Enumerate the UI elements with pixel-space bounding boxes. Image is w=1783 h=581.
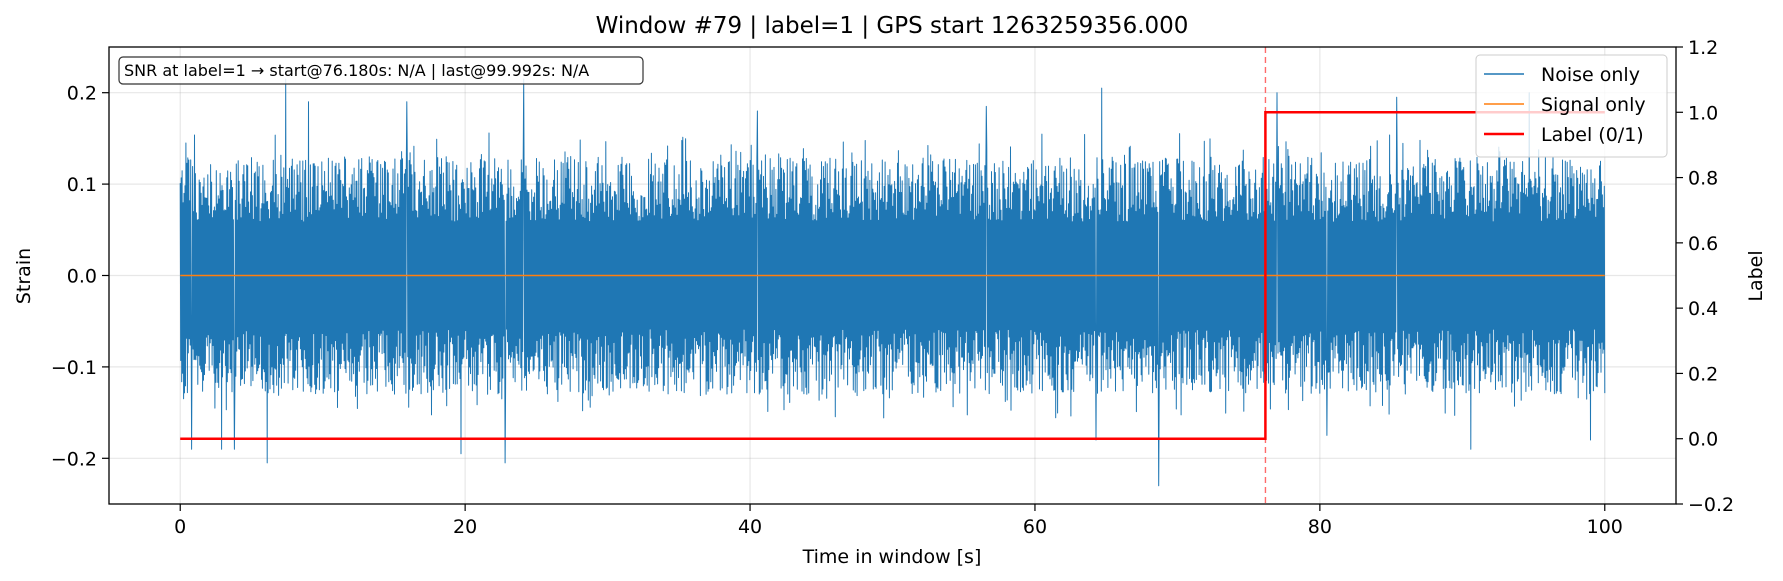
x-tick-label-4: 80 xyxy=(1308,516,1332,538)
annotation-text: SNR at label=1 → start@76.180s: N/A | la… xyxy=(124,61,589,80)
x-tick-label-3: 60 xyxy=(1023,516,1047,538)
y2-tick-label-6: 1.0 xyxy=(1688,102,1718,124)
legend: Noise only Signal only Label (0/1) xyxy=(1475,54,1668,158)
legend-box xyxy=(1475,54,1668,158)
y2-tick-label-5: 0.8 xyxy=(1688,168,1718,190)
chart-title: Window #79 | label=1 | GPS start 1263259… xyxy=(596,13,1189,39)
annotation-box xyxy=(118,56,644,85)
label-series-line xyxy=(180,111,1605,440)
y2-tick-label-3: 0.4 xyxy=(1688,298,1718,320)
y-tick-label-4: 0.2 xyxy=(67,83,97,105)
x-tick-label-5: 100 xyxy=(1587,516,1623,538)
legend-label-label: Label (0/1) xyxy=(1541,124,1644,146)
y2-tick-label-1: 0.0 xyxy=(1688,429,1718,451)
x-axis: 0 20 40 60 80 100 xyxy=(174,504,1623,538)
y-tick-label-1: −0.1 xyxy=(51,357,97,379)
x-tick-label-0: 0 xyxy=(174,516,186,538)
y2-tick-label-2: 0.2 xyxy=(1688,363,1718,385)
legend-label-signal: Signal only xyxy=(1541,94,1646,116)
x-tick-label-2: 40 xyxy=(738,516,762,538)
y2-tick-label-7: 1.2 xyxy=(1688,37,1718,59)
y2-axis-label: Label xyxy=(1745,250,1767,301)
snr-annotation: SNR at label=1 → start@76.180s: N/A | la… xyxy=(118,56,644,85)
y-axis-right: −0.2 0.0 0.2 0.4 0.6 0.8 1.0 1.2 xyxy=(1676,37,1734,516)
y2-tick-label-4: 0.6 xyxy=(1688,233,1718,255)
y-tick-label-0: −0.2 xyxy=(51,448,97,470)
y-axis-left: −0.2 −0.1 0.0 0.1 0.2 xyxy=(51,83,109,470)
noise-series-line xyxy=(179,78,1606,487)
y-tick-label-2: 0.0 xyxy=(67,266,97,288)
y-axis-label: Strain xyxy=(13,248,35,304)
x-tick-label-1: 20 xyxy=(453,516,477,538)
y2-tick-label-0: −0.2 xyxy=(1688,494,1734,516)
x-axis-label: Time in window [s] xyxy=(802,546,982,568)
y-tick-label-3: 0.1 xyxy=(67,174,97,196)
legend-label-noise: Noise only xyxy=(1541,64,1640,86)
